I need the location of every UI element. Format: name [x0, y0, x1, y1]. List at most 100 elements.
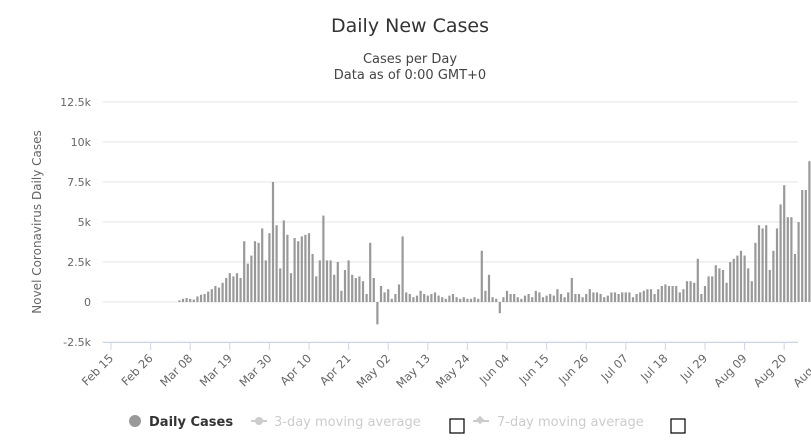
x-tick-label: Mar 19 [197, 351, 235, 389]
bar [747, 268, 750, 302]
bar [772, 250, 775, 302]
x-tick-labels: Feb 15 Feb 26 Mar 08 Mar 19 Mar 30 Apr 10 Apr … [79, 342, 811, 391]
legend-label-3-day-average: 3-day moving average [274, 415, 421, 430]
bar [329, 260, 332, 302]
bar [477, 298, 480, 302]
bar [354, 278, 357, 302]
bar [185, 298, 188, 302]
bar [181, 298, 185, 302]
x-tick-label: Apr 21 [317, 351, 354, 388]
bar [459, 298, 462, 302]
legend-item-daily-cases[interactable]: Daily Cases [129, 415, 233, 430]
bar [606, 295, 609, 302]
bar [775, 228, 779, 302]
bar [343, 270, 347, 302]
bar [711, 276, 714, 302]
bar [736, 255, 739, 302]
bar [653, 294, 656, 302]
bar [678, 292, 681, 302]
bar [714, 265, 717, 302]
bar [214, 286, 217, 302]
bar [361, 281, 365, 302]
bar [365, 294, 368, 302]
bar [210, 289, 213, 302]
y-tick-label: 5k [78, 216, 92, 229]
bar [275, 225, 278, 302]
bar [358, 276, 361, 302]
bar [531, 297, 534, 302]
bar [556, 289, 559, 302]
bar [804, 190, 807, 302]
legend-item-7-day-average[interactable]: 7-day moving average [473, 415, 644, 430]
bar [376, 302, 379, 325]
bar [347, 260, 350, 302]
chart-subtitle-line2: Data as of 0:00 GMT+0 [334, 68, 486, 83]
bar [253, 241, 257, 302]
bar [250, 255, 253, 302]
bar [581, 297, 584, 302]
bar [318, 260, 321, 302]
legend-diamond-icon [475, 415, 485, 425]
bar [333, 274, 336, 302]
y-tick-label: 7.5k [67, 176, 91, 189]
y-tick-label: 10k [71, 136, 92, 149]
bar [592, 292, 595, 302]
bar [304, 234, 307, 302]
bar [725, 282, 728, 302]
bar [390, 298, 393, 302]
x-tick-label: Jul 07 [598, 351, 631, 384]
bar [520, 298, 523, 302]
bar [545, 295, 548, 302]
bar [207, 291, 210, 302]
bar [401, 236, 404, 302]
bar [264, 260, 267, 302]
bar [405, 292, 408, 302]
bar [624, 292, 627, 302]
bar [599, 294, 602, 302]
legend-item-3-day-average[interactable]: 3-day moving average [251, 415, 421, 430]
bar [505, 290, 509, 302]
x-tick-label: Feb 26 [118, 351, 155, 388]
bar [538, 292, 541, 302]
bar [437, 295, 440, 302]
bar [721, 270, 725, 302]
bar [703, 286, 707, 302]
bar [761, 228, 764, 302]
bar [577, 294, 581, 302]
bar [739, 250, 743, 302]
checkbox-7-day-average[interactable] [670, 418, 686, 434]
bar [426, 295, 429, 302]
bar [196, 296, 199, 302]
x-tick-label: Jun 26 [555, 351, 591, 387]
bar [397, 284, 401, 302]
bar [585, 294, 588, 302]
bar [228, 273, 231, 302]
x-tick-label: May 02 [354, 351, 394, 391]
bar [271, 182, 275, 302]
bar [315, 276, 318, 302]
y-gridlines [103, 101, 798, 343]
checkbox-3-day-average[interactable] [449, 418, 465, 434]
bar [765, 225, 768, 302]
bar [383, 292, 386, 302]
bar [293, 238, 296, 302]
bar [203, 294, 206, 302]
x-tick-label: Aug 31 [790, 351, 811, 390]
bar [246, 263, 249, 302]
bar [682, 289, 685, 302]
bar [628, 292, 631, 302]
bar [757, 225, 761, 302]
y-tick-label: 12.5k [60, 96, 91, 109]
x-tick-label: Mar 30 [236, 351, 274, 389]
bar [642, 290, 645, 302]
x-tick-label: May 24 [433, 351, 473, 391]
bar [412, 297, 415, 302]
bar [498, 302, 501, 314]
bar [667, 286, 671, 302]
bar [610, 292, 613, 302]
bar [541, 297, 545, 302]
bar [369, 242, 372, 302]
legend-circle-icon [129, 415, 141, 427]
chart-title: Daily New Cases [331, 15, 489, 37]
bar [729, 262, 732, 302]
